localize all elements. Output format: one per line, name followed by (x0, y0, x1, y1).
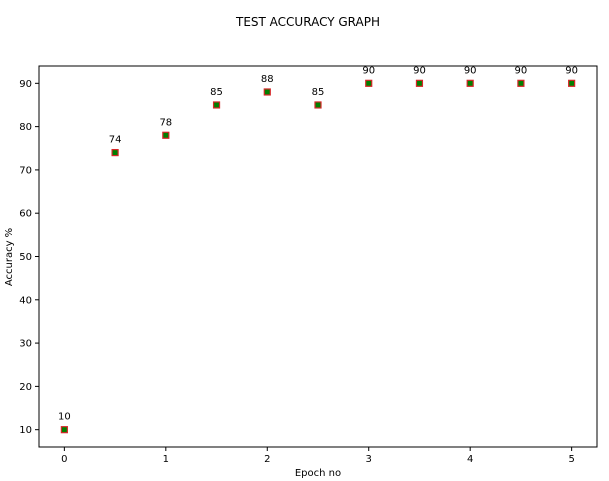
data-label: 74 (109, 135, 122, 146)
data-point (314, 101, 322, 109)
y-tick-label: 30 (19, 339, 32, 350)
data-label: 10 (58, 412, 71, 423)
data-point (263, 88, 271, 96)
y-tick-label: 90 (19, 79, 32, 90)
tick-layer: 0 1 2 3 4 5 10 20 30 40 50 60 70 80 90 (19, 79, 575, 465)
y-tick-label: 10 (19, 425, 32, 436)
y-tick-label: 40 (19, 295, 32, 306)
data-point (365, 79, 373, 87)
y-tick-label: 20 (19, 382, 32, 393)
x-tick-label: 3 (366, 454, 372, 465)
data-label-layer: 10 74 78 85 88 85 90 90 90 90 90 (58, 65, 578, 422)
y-tick-label: 70 (19, 165, 32, 176)
chart-title: TEST ACCURACY GRAPH (235, 15, 380, 29)
data-point-layer (60, 79, 576, 434)
data-point (466, 79, 474, 87)
data-label: 85 (312, 87, 325, 98)
data-label: 90 (565, 65, 578, 76)
data-label: 85 (210, 87, 223, 98)
x-tick-label: 5 (568, 454, 574, 465)
x-tick-label: 2 (264, 454, 270, 465)
data-label: 90 (464, 65, 477, 76)
plot-area-frame (38, 65, 598, 448)
x-tick-label: 0 (61, 454, 67, 465)
data-point (415, 79, 424, 87)
data-point (517, 79, 525, 87)
data-label: 90 (362, 65, 375, 76)
data-point (111, 148, 119, 157)
y-tick-label: 60 (19, 209, 32, 220)
y-axis-label: Accuracy % (4, 228, 15, 286)
data-label: 90 (515, 65, 528, 76)
data-point (212, 101, 221, 109)
y-tick-label: 50 (19, 252, 32, 263)
x-tick-label: 1 (163, 454, 169, 465)
data-point (568, 79, 576, 87)
y-tick-label: 80 (19, 122, 32, 133)
data-label: 90 (413, 65, 426, 76)
data-point (162, 131, 170, 139)
data-label: 88 (261, 74, 274, 85)
data-point (60, 426, 68, 434)
x-axis-label: Epoch no (295, 468, 341, 479)
data-label: 78 (159, 117, 172, 128)
x-tick-label: 4 (467, 454, 473, 465)
